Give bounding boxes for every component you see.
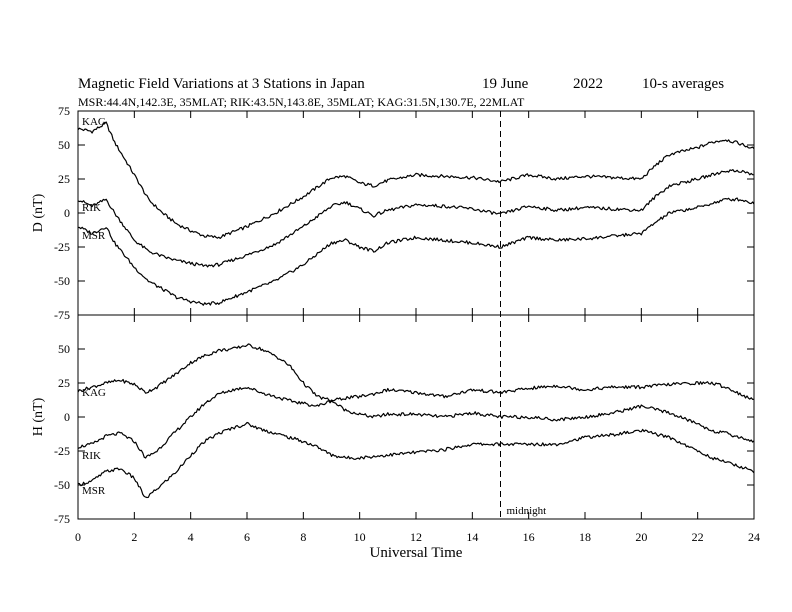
x-axis-label: Universal Time [370,545,463,561]
chart-title: Magnetic Field Variations at 3 Stations … [78,76,365,92]
series-label-kag: KAG [82,116,106,128]
y-tick-label: 25 [58,376,70,390]
series-line-kag [77,121,755,239]
series-label-rik: RIK [82,202,101,214]
series-line-kag [77,343,755,403]
x-tick-label: 20 [635,530,647,544]
x-tick-label: 18 [579,530,591,544]
declination-panel: 75 50 25 0 -25 -50 -75 D (nT) KAG RIK MSR [31,104,755,322]
series-label-msr: MSR [82,485,106,497]
series-line-rik [77,169,755,268]
midnight-label: midnight [507,505,547,517]
x-tick-label: 16 [523,530,535,544]
chart-year: 2022 [573,76,603,92]
x-axis: 0 2 4 6 8 10 12 14 16 18 20 22 24 [75,530,760,544]
series-label-rik: RIK [82,450,101,462]
y-tick-label: -75 [54,512,70,526]
y-tick-label: -50 [54,274,70,288]
chart-date: 19 June [482,76,529,92]
x-tick-label: 0 [75,530,81,544]
chart-subtitle: MSR:44.4N,142.3E, 35MLAT; RIK:43.5N,143.… [78,95,525,109]
horizontal-panel: 50 25 0 -25 -50 -75 H (nT) KAG RIK MSR [31,314,755,526]
y-tick-label: 50 [58,138,70,152]
x-tick-label: 4 [188,530,194,544]
chart-averaging: 10-s averages [642,76,724,92]
y-tick-label: -25 [54,240,70,254]
y-tick-label: 75 [58,104,70,118]
x-tick-label: 22 [692,530,704,544]
panel-frame [77,314,755,520]
y-tick-label: 0 [64,206,70,220]
x-tick-label: 2 [131,530,137,544]
x-tick-label: 6 [244,530,250,544]
x-tick-label: 12 [410,530,422,544]
x-tick-label: 10 [354,530,366,544]
series-label-msr: MSR [82,230,106,242]
x-tick-label: 24 [748,530,760,544]
series-line-rik [77,386,755,459]
y-tick-label: -25 [54,444,70,458]
y-tick-label: 25 [58,172,70,186]
y-axis-label: H (nT) [31,397,46,436]
series-line-msr [77,421,755,499]
series-line-msr [77,197,755,306]
y-tick-label: -50 [54,478,70,492]
panel-frame [77,110,755,316]
y-tick-label: -75 [54,308,70,322]
x-tick-label: 8 [300,530,306,544]
x-tick-label: 14 [466,530,478,544]
y-tick-label: 0 [64,410,70,424]
y-tick-label: 50 [58,342,70,356]
y-axis-label: D (nT) [31,193,46,232]
series-label-kag: KAG [82,387,106,399]
